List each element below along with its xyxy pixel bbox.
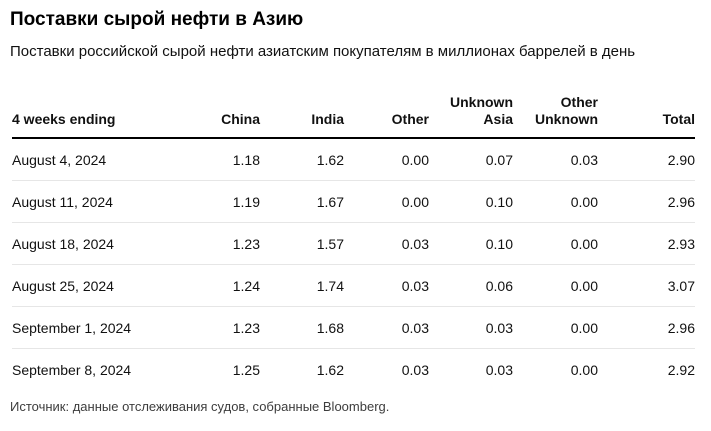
page-title: Поставки сырой нефти в Азию xyxy=(10,9,304,30)
cell-unknown-asia: 0.03 xyxy=(429,306,513,349)
col-header-china: China xyxy=(176,88,260,139)
cell-india: 1.62 xyxy=(260,138,344,181)
cell-date: August 18, 2024 xyxy=(12,222,176,265)
cell-other-unknown: 0.03 xyxy=(513,138,598,181)
table-row: September 8, 2024 1.25 1.62 0.03 0.03 0.… xyxy=(12,349,695,391)
cell-other-unknown: 0.00 xyxy=(513,306,598,349)
table-header-row: 4 weeks ending China India Other Unknown… xyxy=(12,88,695,139)
cell-date: August 11, 2024 xyxy=(12,180,176,223)
cell-other: 0.03 xyxy=(344,306,429,349)
cell-total: 2.96 xyxy=(598,306,695,349)
table-row: August 4, 2024 1.18 1.62 0.00 0.07 0.03 … xyxy=(12,138,695,181)
col-header-other-unknown: Other Unknown xyxy=(513,88,598,139)
col-header-unknown-asia: Unknown Asia xyxy=(429,88,513,139)
table-row: August 11, 2024 1.19 1.67 0.00 0.10 0.00… xyxy=(12,180,695,223)
cell-total: 2.93 xyxy=(598,222,695,265)
cell-total: 2.90 xyxy=(598,138,695,181)
col-header-4-weeks-ending: 4 weeks ending xyxy=(12,88,176,139)
table-row: August 25, 2024 1.24 1.74 0.03 0.06 0.00… xyxy=(12,264,695,307)
cell-other: 0.00 xyxy=(344,138,429,181)
cell-india: 1.67 xyxy=(260,180,344,223)
cell-other: 0.03 xyxy=(344,222,429,265)
cell-unknown-asia: 0.10 xyxy=(429,180,513,223)
subtitle: Поставки российской сырой нефти азиатски… xyxy=(10,43,636,60)
cell-china: 1.18 xyxy=(176,138,260,181)
cell-china: 1.19 xyxy=(176,180,260,223)
table-row: August 18, 2024 1.23 1.57 0.03 0.10 0.00… xyxy=(12,222,695,265)
cell-total: 3.07 xyxy=(598,264,695,307)
cell-china: 1.23 xyxy=(176,306,260,349)
cell-india: 1.62 xyxy=(316,361,344,378)
cell-date: September 8, 2024 xyxy=(12,361,132,378)
cell-china: 1.25 xyxy=(232,361,260,378)
deliveries-table: 4 weeks ending China India Other Unknown… xyxy=(12,88,695,390)
cell-other: 0.00 xyxy=(344,180,429,223)
cell-unknown-asia: 0.06 xyxy=(429,264,513,307)
cell-other-unknown: 0.00 xyxy=(570,361,598,378)
cell-other-unknown: 0.00 xyxy=(513,180,598,223)
cell-india: 1.68 xyxy=(260,306,344,349)
col-header-india: India xyxy=(260,88,344,139)
cell-other-unknown: 0.00 xyxy=(513,222,598,265)
cell-other: 0.03 xyxy=(401,361,429,378)
col-header-total: Total xyxy=(598,88,695,139)
table-row: September 1, 2024 1.23 1.68 0.03 0.03 0.… xyxy=(12,306,695,349)
cell-unknown-asia: 0.10 xyxy=(429,222,513,265)
cell-total: 2.96 xyxy=(598,180,695,223)
cell-unknown-asia: 0.07 xyxy=(429,138,513,181)
cell-india: 1.57 xyxy=(260,222,344,265)
cell-other: 0.03 xyxy=(344,264,429,307)
cell-date: August 25, 2024 xyxy=(12,264,176,307)
cell-unknown-asia: 0.03 xyxy=(485,361,513,378)
cell-china: 1.23 xyxy=(176,222,260,265)
source-note: Источник: данные отслеживания судов, соб… xyxy=(10,399,390,414)
cell-other-unknown: 0.00 xyxy=(513,264,598,307)
cell-china: 1.24 xyxy=(176,264,260,307)
cell-india: 1.74 xyxy=(260,264,344,307)
cell-date: September 1, 2024 xyxy=(12,306,176,349)
cell-date: August 4, 2024 xyxy=(12,138,176,181)
cell-total: 2.92 xyxy=(667,361,695,378)
col-header-other: Other xyxy=(344,88,429,139)
